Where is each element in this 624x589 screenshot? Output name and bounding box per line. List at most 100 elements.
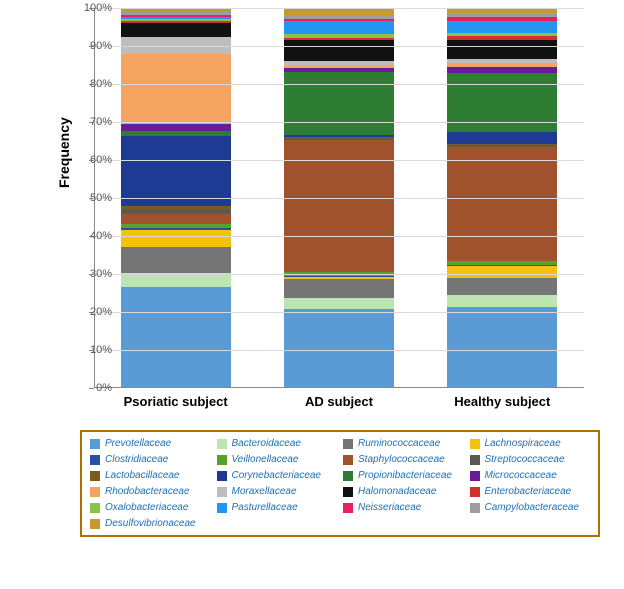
gridline bbox=[94, 46, 584, 47]
segment-prevotellaceae bbox=[284, 309, 394, 387]
legend-label: Pasturellaceae bbox=[232, 502, 298, 513]
segment-halomonadaceae bbox=[121, 23, 231, 36]
legend-item-14: Halomonadaceae bbox=[343, 486, 464, 497]
segment-ruminococcaceae bbox=[121, 247, 231, 274]
legend-swatch bbox=[470, 455, 480, 465]
segment-desulfovibrionaceae bbox=[284, 8, 394, 15]
legend-item-5: Veillonellaceae bbox=[217, 454, 338, 465]
legend-item-0: Prevotellaceae bbox=[90, 438, 211, 449]
y-tick-label: 0% bbox=[72, 382, 112, 394]
legend-item-18: Neisseriaceae bbox=[343, 502, 464, 513]
legend-label: Desulfovibrionaceae bbox=[105, 518, 196, 529]
segment-bacteroidaceae bbox=[121, 273, 231, 286]
y-axis-label: Frequency bbox=[56, 117, 72, 188]
y-tick-label: 100% bbox=[72, 2, 112, 14]
legend-label: Staphylococcaceae bbox=[358, 454, 445, 465]
legend-swatch bbox=[470, 439, 480, 449]
legend-label: Campylobacteraceae bbox=[485, 502, 580, 513]
gridline bbox=[94, 198, 584, 199]
segment-ruminococcaceae bbox=[447, 278, 557, 295]
legend-item-16: Oxalobacteriaceae bbox=[90, 502, 211, 513]
segment-prevotellaceae bbox=[447, 307, 557, 387]
legend-swatch bbox=[90, 503, 100, 513]
legend-label: Lactobacillaceae bbox=[105, 470, 180, 481]
plot-area bbox=[94, 8, 584, 388]
segment-bacteroidaceae bbox=[447, 295, 557, 306]
legend-label: Micrococcaceae bbox=[485, 470, 557, 481]
legend-swatch bbox=[343, 455, 353, 465]
legend-label: Bacteroidaceae bbox=[232, 438, 302, 449]
x-axis-labels: Psoriatic subject AD subject Healthy sub… bbox=[94, 394, 584, 409]
legend-label: Propionibacteriaceae bbox=[358, 470, 452, 481]
legend-label: Corynebacteriaceae bbox=[232, 470, 322, 481]
y-tick-label: 10% bbox=[72, 344, 112, 356]
legend-item-13: Moraxellaceae bbox=[217, 486, 338, 497]
legend: Prevotellaceae Bacteroidaceae Ruminococcac… bbox=[80, 430, 600, 537]
legend-swatch bbox=[470, 471, 480, 481]
segment-rhodobacteraceae bbox=[121, 54, 231, 124]
legend-item-12: Rhodobacteraceae bbox=[90, 486, 211, 497]
gridline bbox=[94, 236, 584, 237]
legend-swatch bbox=[90, 455, 100, 465]
legend-swatch bbox=[470, 487, 480, 497]
gridline bbox=[94, 160, 584, 161]
segment-propionibacteriaceae bbox=[447, 73, 557, 132]
legend-swatch bbox=[343, 439, 353, 449]
chart-container: Frequency Psoriatic subject AD subject H… bbox=[48, 8, 608, 418]
segment-prevotellaceae bbox=[121, 287, 231, 387]
legend-label: Streptococcaceae bbox=[485, 454, 565, 465]
legend-label: Lachnospiraceae bbox=[485, 438, 561, 449]
segment-corynebacteriaceae bbox=[121, 136, 231, 206]
legend-item-10: Propionibacteriaceae bbox=[343, 470, 464, 481]
x-label-0: Psoriatic subject bbox=[106, 394, 246, 409]
legend-swatch bbox=[343, 487, 353, 497]
legend-swatch bbox=[217, 487, 227, 497]
legend-label: Neisseriaceae bbox=[358, 502, 421, 513]
legend-item-20: Desulfovibrionaceae bbox=[90, 518, 211, 529]
legend-item-8: Lactobacillaceae bbox=[90, 470, 211, 481]
legend-swatch bbox=[217, 471, 227, 481]
y-tick-label: 40% bbox=[72, 230, 112, 242]
y-tick-label: 30% bbox=[72, 268, 112, 280]
y-tick-label: 60% bbox=[72, 154, 112, 166]
legend-swatch bbox=[343, 503, 353, 513]
gridline bbox=[94, 8, 584, 9]
legend-swatch bbox=[217, 503, 227, 513]
x-label-2: Healthy subject bbox=[432, 394, 572, 409]
legend-label: Prevotellaceae bbox=[105, 438, 171, 449]
segment-halomonadaceae bbox=[447, 40, 557, 59]
legend-item-17: Pasturellaceae bbox=[217, 502, 338, 513]
y-tick-label: 80% bbox=[72, 78, 112, 90]
legend-swatch bbox=[90, 519, 100, 529]
legend-item-19: Campylobacteraceae bbox=[470, 502, 591, 513]
legend-label: Rhodobacteraceae bbox=[105, 486, 190, 497]
gridline bbox=[94, 122, 584, 123]
gridline bbox=[94, 84, 584, 85]
gridline bbox=[94, 312, 584, 313]
legend-item-2: Ruminococcaceae bbox=[343, 438, 464, 449]
segment-lachnospiraceae bbox=[447, 266, 557, 277]
segment-corynebacteriaceae bbox=[447, 132, 557, 143]
legend-label: Oxalobacteriaceae bbox=[105, 502, 188, 513]
legend-item-7: Streptococcaceae bbox=[470, 454, 591, 465]
legend-item-9: Corynebacteriaceae bbox=[217, 470, 338, 481]
legend-swatch bbox=[343, 471, 353, 481]
legend-label: Enterobacteriaceae bbox=[485, 486, 572, 497]
segment-staphylococcaceae bbox=[121, 214, 231, 223]
legend-label: Halomonadaceae bbox=[358, 486, 436, 497]
segment-pasturellaceae bbox=[447, 21, 557, 32]
segment-lachnospiraceae bbox=[121, 230, 231, 247]
y-tick-label: 70% bbox=[72, 116, 112, 128]
segment-propionibacteriaceae bbox=[284, 72, 394, 135]
legend-swatch bbox=[90, 439, 100, 449]
gridline bbox=[94, 350, 584, 351]
segment-halomonadaceae bbox=[284, 40, 394, 61]
legend-item-11: Micrococcaceae bbox=[470, 470, 591, 481]
segment-micrococcaceae bbox=[121, 124, 231, 131]
legend-item-1: Bacteroidaceae bbox=[217, 438, 338, 449]
legend-item-15: Enterobacteriaceae bbox=[470, 486, 591, 497]
segment-staphylococcaceae bbox=[447, 147, 557, 262]
legend-label: Ruminococcaceae bbox=[358, 438, 440, 449]
legend-swatch bbox=[217, 455, 227, 465]
segment-ruminococcaceae bbox=[284, 279, 394, 298]
